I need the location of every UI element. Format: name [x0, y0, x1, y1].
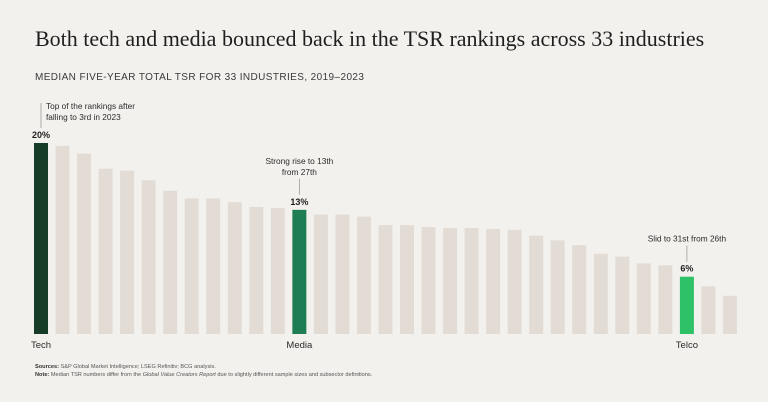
bar-26 [572, 245, 587, 334]
bar-11 [249, 206, 264, 334]
bar-4 [98, 168, 113, 334]
value-label-telco: 6% [680, 264, 693, 274]
value-label-tech: 20% [32, 130, 50, 140]
bar-tech [34, 143, 48, 334]
category-label-tech: Tech [31, 340, 51, 351]
bar-23 [507, 229, 522, 334]
bar-30 [658, 265, 673, 334]
bar-6 [141, 180, 156, 334]
bar-25 [550, 240, 565, 334]
annotation-telco-1: Slid to 31st from 26th [648, 234, 727, 244]
note-text-2: due to slightly different sample sizes a… [217, 372, 373, 378]
note-text-1: Median TSR numbers differ from the [50, 372, 142, 378]
category-label-telco: Telco [676, 340, 698, 351]
bar-28 [615, 256, 630, 334]
bar-24 [529, 235, 544, 334]
bar-14 [313, 214, 328, 334]
bar-33 [722, 295, 737, 334]
note-italic: Global Value Creators Report [142, 372, 216, 378]
bar-3 [77, 153, 92, 334]
bar-27 [593, 253, 608, 334]
bar-15 [335, 214, 350, 334]
chart-title: Both tech and media bounced back in the … [35, 26, 705, 51]
bar-media [292, 209, 307, 334]
bar-20 [443, 227, 458, 334]
bar-17 [378, 225, 393, 334]
sources-label: Sources: [35, 364, 59, 370]
bar-12 [270, 207, 285, 334]
bar-18 [400, 225, 415, 334]
bar-19 [421, 227, 436, 334]
footnote: Note: Median TSR numbers differ from the… [35, 372, 372, 378]
bar-2 [55, 145, 70, 334]
bar-telco [679, 276, 694, 334]
annotation-media-1: Strong rise to 13th [265, 156, 333, 166]
category-label-media: Media [286, 340, 313, 351]
bar-29 [636, 263, 651, 334]
bar-21 [464, 227, 479, 334]
bar-7 [163, 190, 178, 334]
sources-text: S&P Global Market Intelligence; LSEG Ref… [60, 364, 216, 370]
bar-32 [701, 286, 716, 334]
annotation-tech-1: Top of the rankings after [46, 101, 135, 111]
bar-9 [206, 198, 221, 334]
bar-5 [120, 170, 135, 334]
note-label: Note: [35, 372, 50, 378]
annotation-media-2: from 27th [282, 167, 317, 177]
chart-subtitle: MEDIAN FIVE-YEAR TOTAL TSR FOR 33 INDUST… [35, 72, 365, 83]
bar-16 [356, 216, 371, 334]
bar-10 [227, 202, 242, 334]
value-label-media: 13% [290, 197, 308, 207]
sources-note: Sources: S&P Global Market Intelligence;… [35, 364, 216, 370]
annotation-tech-2: falling to 3rd in 2023 [46, 112, 121, 122]
bar-22 [486, 228, 501, 334]
bar-8 [184, 198, 199, 334]
